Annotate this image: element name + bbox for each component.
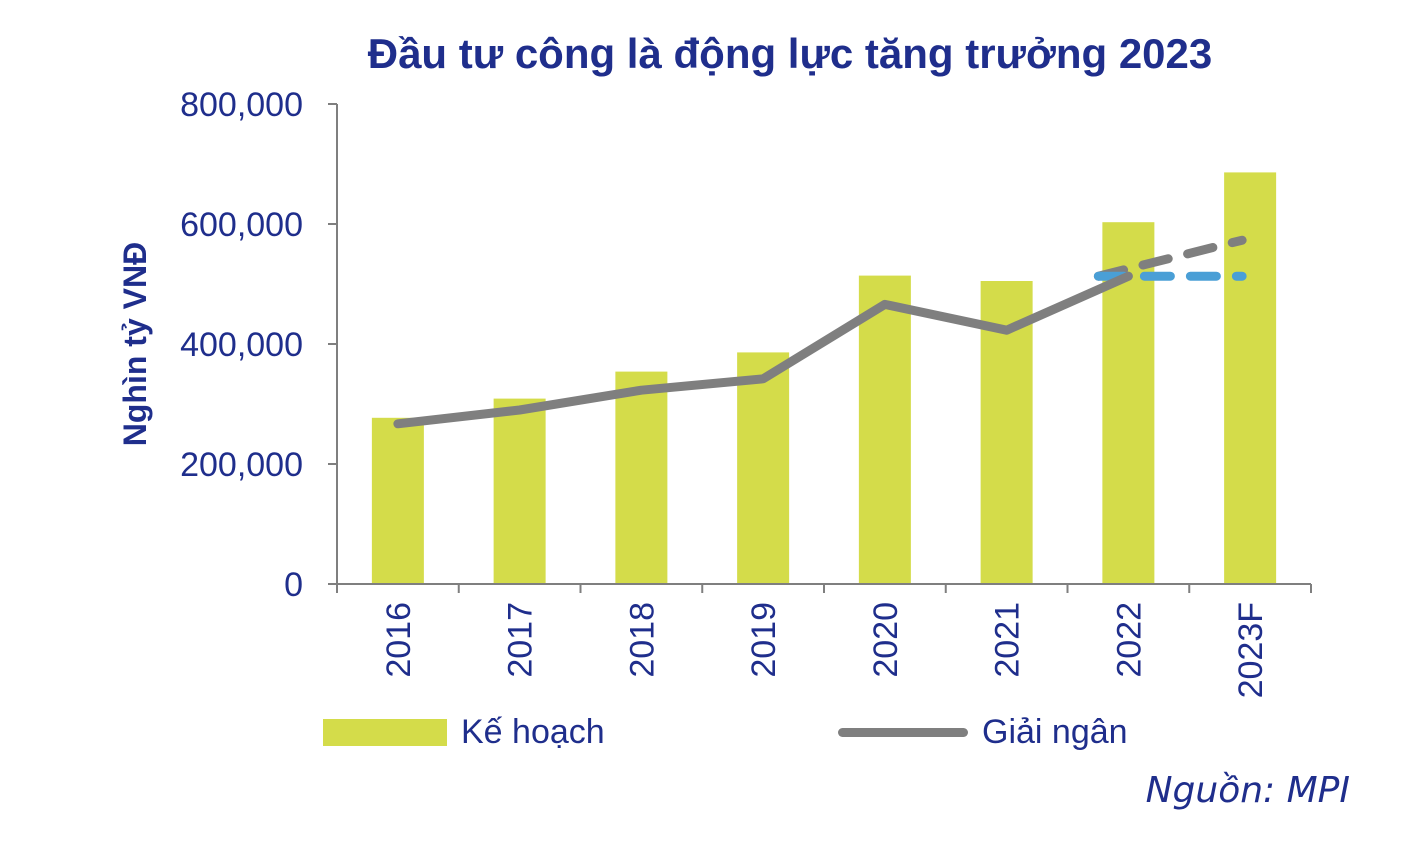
legend-label-line: Giải ngân <box>982 712 1128 751</box>
bar-2018 <box>615 371 668 584</box>
line-point-2019 <box>762 378 764 380</box>
y-tick-label: 0 <box>284 566 303 604</box>
x-tick-label: 2017 <box>502 602 540 678</box>
y-tick-label: 400,000 <box>180 326 303 364</box>
chart-title: Đầu tư công là động lực tăng trưởng 2023 <box>367 30 1213 77</box>
legend-item-bar: Kế hoạch <box>323 710 605 754</box>
line-point-2017 <box>519 409 521 411</box>
bars-layer <box>371 172 1277 584</box>
bar-2019 <box>737 352 790 584</box>
legend-swatch-line <box>838 727 968 737</box>
bar-2023F <box>1224 172 1277 584</box>
line-point-2018 <box>640 389 642 391</box>
x-tick-label: 2022 <box>1110 602 1148 678</box>
legend-label-bar: Kế hoạch <box>461 712 605 751</box>
labels-layer: 0 200,000 400,000 600,000 800,000 2016 2017 201… <box>117 86 1270 698</box>
y-tick-label: 800,000 <box>180 86 303 124</box>
line-point-2021 <box>1006 329 1008 331</box>
y-axis-title: Nghìn tỷ VNĐ <box>117 242 153 446</box>
bar-2017 <box>493 398 546 584</box>
line-point-2020 <box>884 303 886 305</box>
x-tick-label: 2021 <box>989 602 1027 678</box>
legend-item-line: Giải ngân <box>838 710 1128 754</box>
bar-2020 <box>858 275 911 584</box>
x-tick-label: 2023F <box>1232 602 1270 698</box>
line-point-2016 <box>397 423 399 425</box>
x-tick-label: 2016 <box>380 602 418 678</box>
axes-layer <box>328 103 1312 593</box>
x-tick-label: 2018 <box>623 602 661 678</box>
bar-2016 <box>371 417 424 584</box>
line-point-2022 <box>1127 275 1129 277</box>
line-layer <box>393 235 1247 429</box>
y-tick-label: 600,000 <box>180 206 303 244</box>
legend-swatch-bar <box>323 718 447 746</box>
x-tick-label: 2019 <box>745 602 783 678</box>
projection-line-0 <box>1093 235 1247 281</box>
source-note: Nguồn: MPI <box>1145 770 1350 811</box>
x-tick-label: 2020 <box>867 602 905 678</box>
y-tick-label: 200,000 <box>180 446 303 484</box>
